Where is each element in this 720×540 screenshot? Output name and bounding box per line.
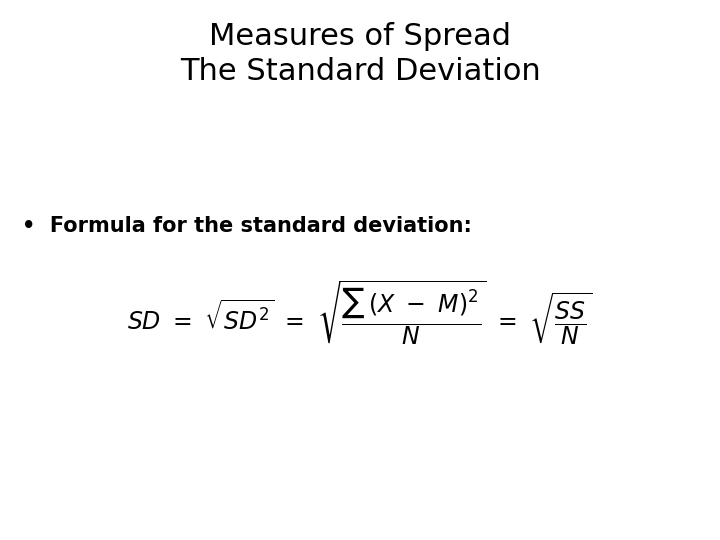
Text: •  Formula for the standard deviation:: • Formula for the standard deviation: <box>22 216 472 236</box>
Text: Measures of Spread
The Standard Deviation: Measures of Spread The Standard Deviatio… <box>179 22 541 86</box>
Text: $\mathit{SD}\ =\ \sqrt{\mathit{SD}^2}\ =\ \sqrt{\dfrac{\sum\,(\mathit{X}\ -\ \ma: $\mathit{SD}\ =\ \sqrt{\mathit{SD}^2}\ =… <box>127 279 593 348</box>
